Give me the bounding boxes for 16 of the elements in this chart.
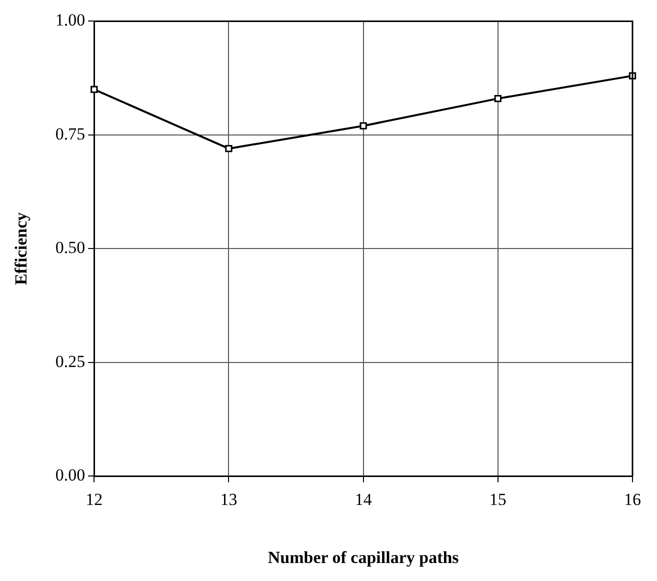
- x-tick-label: 13: [220, 490, 238, 509]
- y-tick-label: 0.00: [55, 466, 86, 485]
- x-tick-label: 16: [624, 490, 641, 509]
- point: [225, 145, 232, 152]
- x-tick-label: 12: [86, 490, 103, 509]
- y-axis-title: Efficiency: [12, 212, 31, 286]
- y-tick-label: 0.50: [55, 238, 86, 258]
- x-tick-label: 14: [354, 490, 372, 509]
- y-tick-label: 0.25: [55, 352, 86, 371]
- x-axis-title: Number of capillary paths: [268, 548, 460, 568]
- point: [360, 122, 367, 130]
- y-tick-label: 1.00: [55, 10, 86, 30]
- x-tick-label: 15: [489, 490, 506, 509]
- point: [90, 86, 98, 94]
- y-tick-label: 0.75: [55, 124, 86, 144]
- point: [494, 94, 502, 102]
